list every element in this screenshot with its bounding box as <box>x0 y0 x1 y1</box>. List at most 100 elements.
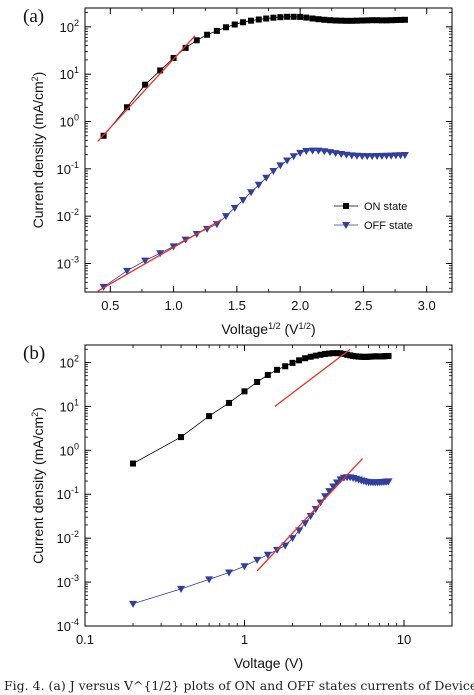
off-state-point <box>263 551 272 559</box>
x-axis-title-text: Voltage <box>221 321 268 337</box>
off-state-point <box>276 162 285 170</box>
on-state-point <box>401 16 408 23</box>
x-tick-label: 2.0 <box>291 298 309 313</box>
y-tick-base: 10 <box>60 443 74 458</box>
y-tick-label: 102 <box>60 353 79 370</box>
on-state-point <box>383 17 390 24</box>
on-state-point <box>289 359 296 366</box>
y-tick-exponent: 1 <box>74 65 79 75</box>
off-state-point <box>269 168 278 176</box>
x-tick-label: 3.0 <box>418 298 436 313</box>
on-state-point <box>332 17 339 24</box>
on-state-point <box>240 19 247 26</box>
on-state-point <box>170 54 177 61</box>
off-state-point <box>239 196 248 204</box>
on-state-point <box>315 16 322 23</box>
off-state-point <box>254 181 263 189</box>
y-axis-title-close: ) <box>30 72 46 77</box>
off-state-point <box>289 153 298 161</box>
on-state-point <box>213 27 220 34</box>
on-state-point <box>307 353 314 360</box>
off-state-point <box>331 150 340 158</box>
off-state-point <box>400 152 409 160</box>
on-state-point <box>333 350 340 357</box>
on-state-point <box>226 399 233 406</box>
on-state-point <box>270 14 277 21</box>
off-state-point <box>230 204 239 212</box>
on-state-point <box>327 17 334 24</box>
off-state-point <box>296 149 305 157</box>
x-tick-label: 1 <box>241 632 248 647</box>
on-state-point <box>374 17 381 24</box>
on-state-point <box>254 378 261 385</box>
y-tick-exponent: 2 <box>74 18 79 28</box>
legend-label: OFF state <box>364 220 413 232</box>
on-state-point <box>317 351 324 358</box>
y-tick-label: 100 <box>60 113 79 130</box>
x-tick-label: 0.1 <box>76 632 94 647</box>
off-state-point <box>352 152 361 160</box>
on-state-point <box>369 17 376 24</box>
off-state-point <box>240 563 249 571</box>
x-axis-title-sup: 1/2 <box>268 321 281 331</box>
off-state-point <box>262 174 271 182</box>
x-axis-title-text: Voltage (V) <box>234 655 303 671</box>
off-state-point <box>177 585 186 593</box>
on-state-point <box>255 16 262 23</box>
on-state-point <box>206 413 213 420</box>
off-state-point <box>203 225 212 233</box>
off-state-point <box>288 535 297 543</box>
y-tick-exponent: 1 <box>74 397 79 407</box>
y-tick-base: 10 <box>57 487 71 502</box>
y-tick-label: 101 <box>60 65 79 82</box>
off-state-point <box>326 149 335 157</box>
x-axis-title: Voltage1/2 (V1/2) <box>221 321 315 337</box>
y-tick-label: 10-1 <box>57 160 79 177</box>
on-state-point <box>330 350 337 357</box>
on-state-point <box>178 434 185 441</box>
y-axis-title-text: Current density (mA/cm <box>30 417 46 564</box>
off-state-point <box>129 600 138 608</box>
y-tick-base: 10 <box>57 619 71 634</box>
on-state-point <box>364 17 371 24</box>
y-tick-exponent: -2 <box>71 207 79 217</box>
y-tick-base: 10 <box>57 575 71 590</box>
x-tick-label: 1.0 <box>165 298 183 313</box>
x-axis-title: Voltage (V) <box>234 655 303 671</box>
y-axis-title-sup: 2 <box>30 76 40 81</box>
y-tick-label: 10-1 <box>57 485 79 502</box>
y-tick-label: 102 <box>60 18 79 35</box>
y-tick-label: 10-2 <box>57 529 79 546</box>
legend-marker-triangle <box>342 222 350 229</box>
fit-line <box>97 218 223 292</box>
y-tick-exponent: 0 <box>74 441 79 451</box>
x-tick-label: 0.5 <box>101 298 119 313</box>
on-state-point <box>344 351 351 358</box>
on-state-point <box>378 17 385 24</box>
y-tick-base: 10 <box>60 399 74 414</box>
on-state-point <box>204 31 211 38</box>
y-tick-exponent: -1 <box>71 485 79 495</box>
off-state-point <box>156 250 165 258</box>
on-state-point <box>322 350 329 357</box>
off-state-point <box>141 257 150 265</box>
on-state-point <box>124 104 131 111</box>
y-tick-base: 10 <box>60 355 74 370</box>
on-state-point <box>142 81 149 88</box>
panel-label: (b) <box>23 343 45 364</box>
y-tick-label: 10-4 <box>57 617 79 634</box>
legend-marker-square <box>343 203 349 209</box>
on-state-point <box>392 17 399 24</box>
legend-label: ON state <box>364 201 407 213</box>
on-state-point <box>388 17 395 24</box>
on-state-point <box>338 17 345 24</box>
y-tick-exponent: -2 <box>71 529 79 539</box>
off-state-point <box>314 147 323 155</box>
fit-line <box>97 35 196 142</box>
off-state-point <box>325 488 334 496</box>
y-tick-label: 100 <box>60 441 79 458</box>
y-tick-exponent: -1 <box>71 160 79 170</box>
y-tick-base: 10 <box>57 162 71 177</box>
on-state-point <box>385 352 392 359</box>
